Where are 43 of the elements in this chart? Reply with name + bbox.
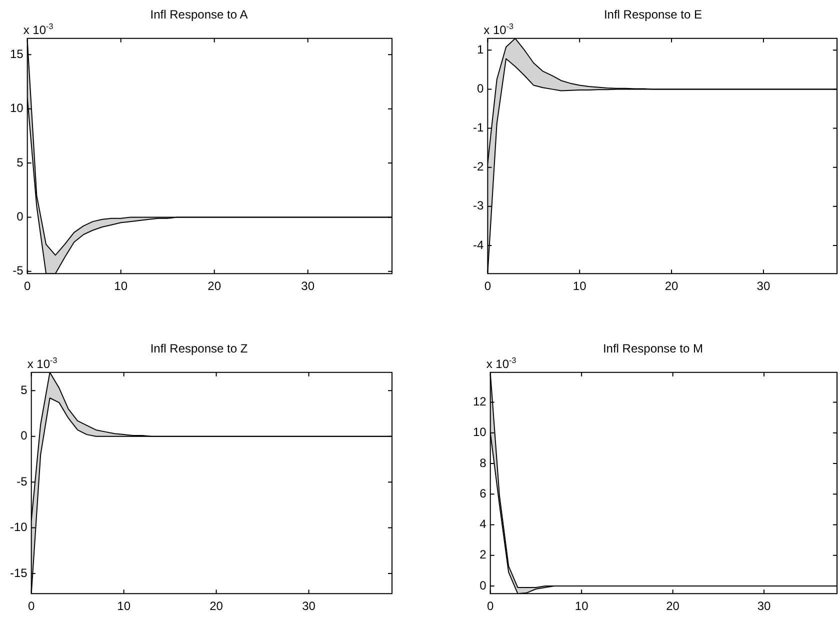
x-tick-label: 30 bbox=[302, 599, 316, 614]
x-tick-label: 10 bbox=[117, 599, 131, 614]
y-tick-label: -2 bbox=[473, 160, 484, 174]
y-axis-title: x 10$^{-3}$ bbox=[484, 22, 514, 38]
x-tick-label: 20 bbox=[210, 599, 224, 614]
y-tick-label: 1 bbox=[476, 42, 484, 56]
y-tick-label: 6 bbox=[480, 486, 487, 500]
y-tick-label: -10 bbox=[10, 520, 28, 534]
chart-title: Infl Response to M bbox=[602, 342, 704, 356]
chart-title: Infl Response to A bbox=[150, 8, 248, 22]
y-tick-label: -15 bbox=[10, 566, 28, 580]
x-tick-label: 10 bbox=[574, 599, 589, 614]
x-tick-label: 10 bbox=[572, 279, 587, 294]
x-tick-label: 30 bbox=[301, 279, 315, 294]
y-axis-title: x 10$^{-3}$ bbox=[486, 356, 516, 372]
x-tick-label: 20 bbox=[208, 279, 222, 294]
y-tick-label: -4 bbox=[473, 238, 484, 252]
y-axis-title: x 10$^{-3}$ bbox=[23, 22, 54, 38]
y-tick-label: 12 bbox=[472, 394, 487, 409]
y-tick-label: 2 bbox=[480, 548, 487, 562]
y-tick-label: 0 bbox=[480, 578, 487, 592]
y-tick-label: -1 bbox=[473, 120, 484, 135]
x-tick-label: 10 bbox=[114, 279, 128, 294]
y-tick-label: 0 bbox=[20, 428, 28, 443]
y-tick-label: 5 bbox=[16, 155, 24, 170]
y-tick-label: 5 bbox=[20, 382, 28, 397]
y-tick-label: -5 bbox=[12, 264, 24, 278]
x-tick-label: 30 bbox=[757, 599, 772, 614]
y-tick-label: 4 bbox=[480, 517, 487, 532]
y-tick-label: -3 bbox=[473, 198, 484, 213]
x-tick-label: 20 bbox=[666, 599, 680, 614]
x-tick-label: 30 bbox=[756, 279, 770, 294]
y-tick-label: 10 bbox=[10, 101, 24, 116]
y-tick-label: 8 bbox=[480, 456, 487, 470]
y-tick-label: 15 bbox=[10, 46, 24, 61]
y-tick-label: -5 bbox=[16, 474, 28, 488]
y-tick-label: 10 bbox=[472, 425, 487, 440]
chart-title: Infl Response to Z bbox=[150, 342, 248, 356]
x-tick-label: 20 bbox=[664, 279, 679, 294]
y-tick-label: 0 bbox=[476, 82, 484, 96]
y-axis-title: x 10$^{-3}$ bbox=[27, 356, 58, 372]
y-tick-label: 0 bbox=[16, 210, 24, 224]
chart-title: Infl Response to E bbox=[604, 8, 702, 22]
